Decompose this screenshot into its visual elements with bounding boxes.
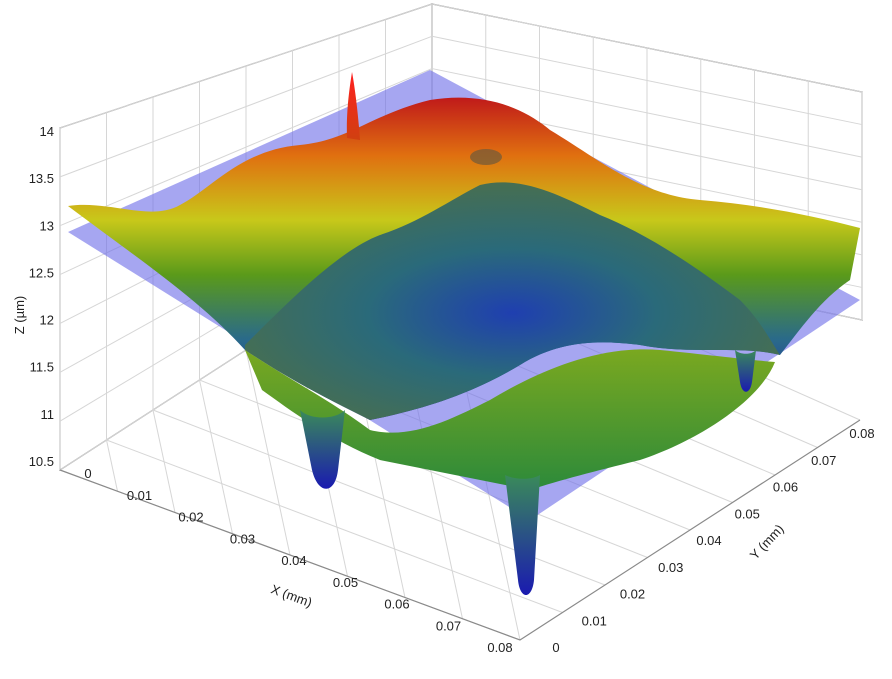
- z-tick-label: 12: [40, 313, 54, 328]
- z-tick-label: 13: [40, 218, 54, 233]
- x-axis-label: X (mm): [269, 581, 314, 610]
- z-axis-label: Z (µm): [12, 296, 27, 335]
- grid-line: [106, 439, 118, 492]
- y-tick-label: 0.07: [811, 453, 836, 468]
- x-tick-label: 0.03: [230, 531, 255, 546]
- z-tick-label: 11: [41, 407, 55, 422]
- x-tick-label: 0.02: [178, 510, 203, 525]
- x-tick-label: 0.06: [384, 597, 409, 612]
- z-tick-label: 12.5: [29, 265, 54, 280]
- surface-features: [300, 72, 756, 595]
- y-tick-label: 0.04: [696, 533, 721, 548]
- z-tick-label: 11.5: [30, 360, 54, 375]
- grid-line: [199, 379, 648, 558]
- x-tick-label: 0.08: [487, 640, 512, 655]
- pit-right: [735, 350, 756, 392]
- z-tick-label: 10.5: [29, 454, 54, 469]
- z-tick-label: 14: [40, 124, 54, 139]
- x-tick-label: 0.04: [281, 553, 306, 568]
- x-tick-label: 0.05: [333, 575, 358, 590]
- surface: [68, 97, 860, 490]
- y-tick-label: 0.05: [735, 506, 760, 521]
- grid-line: [199, 379, 233, 534]
- crater: [470, 149, 502, 165]
- pit-front: [505, 475, 540, 595]
- grid-line: [106, 439, 563, 613]
- z-axis-ticks: 10.5 11 11.5 12 12.5 13 13.5 14: [29, 124, 54, 469]
- y-tick-label: 0.01: [582, 613, 607, 628]
- x-tick-label: 0.01: [127, 488, 152, 503]
- x-tick-label: 0.07: [436, 618, 461, 633]
- y-tick-label: 0: [552, 640, 559, 655]
- grid-line: [245, 349, 291, 556]
- y-tick-label: 0.02: [620, 587, 645, 602]
- spike: [346, 72, 360, 140]
- y-axis-label: Y (mm): [747, 521, 787, 562]
- y-axis-ticks: 0 0.01 0.02 0.03 0.04 0.05 0.06 0.07 0.08: [552, 426, 874, 655]
- z-tick-label: 13.5: [29, 171, 54, 186]
- y-tick-label: 0.06: [773, 480, 798, 495]
- x-tick-label: 0: [84, 466, 91, 481]
- y-tick-label: 0.03: [658, 560, 683, 575]
- y-tick-label: 0.08: [849, 426, 874, 441]
- x-axis-ticks: 0 0.01 0.02 0.03 0.04 0.05 0.06 0.07 0.08: [84, 466, 512, 655]
- pit-left: [300, 410, 345, 489]
